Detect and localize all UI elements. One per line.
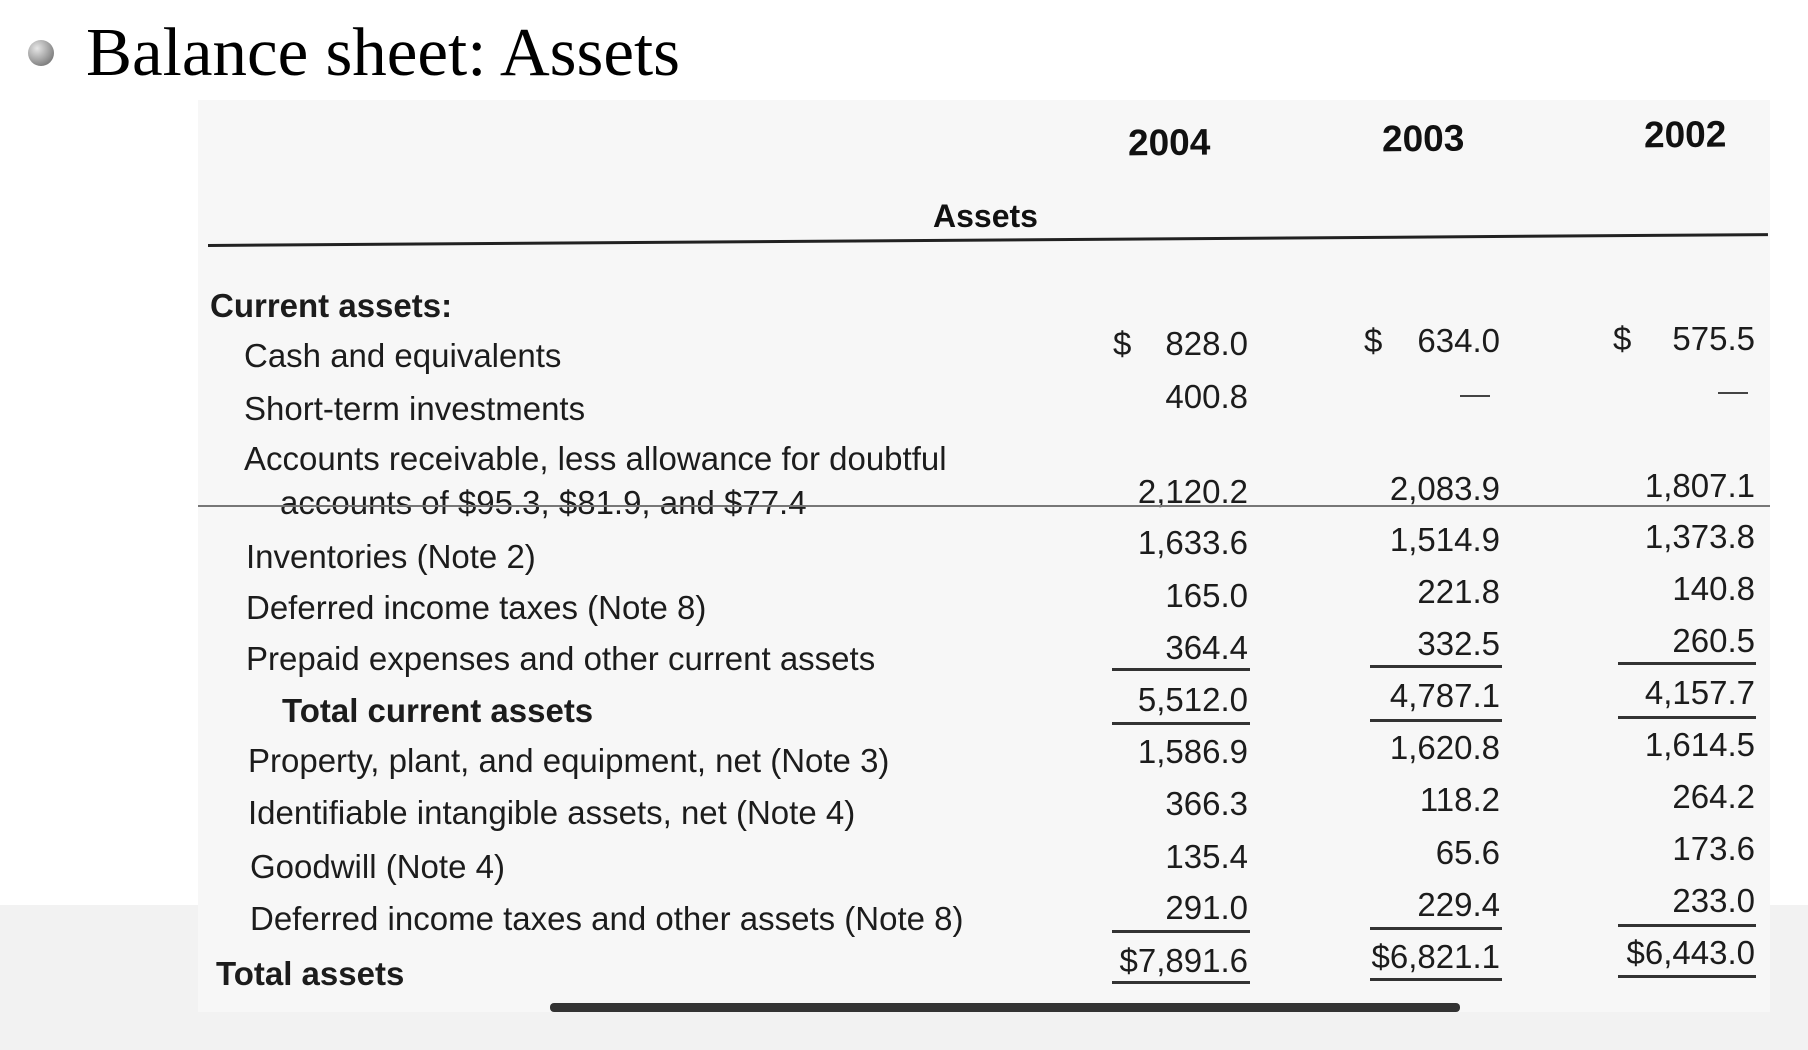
double-underline-total-2004 [1112, 981, 1250, 984]
cell-other-assets-2003: 229.4 [1417, 886, 1500, 923]
row-label-deferred-taxes-other-assets: Deferred income taxes and other assets (… [250, 900, 964, 937]
cell-intangibles-2002: 264.2 [1672, 778, 1755, 815]
underline-total-current-2002 [1618, 716, 1756, 719]
cell-total-current-2004: 5,512.0 [1137, 681, 1248, 718]
cell-prepaid-2002: 260.5 [1672, 622, 1755, 659]
current-assets-heading: Current assets: [210, 287, 453, 324]
cell-inventories-2004: 1,633.6 [1137, 524, 1248, 561]
scanned-table-background [198, 100, 1770, 1012]
underline-subtotal-2002 [1618, 662, 1756, 665]
row-label-deferred-income-taxes: Deferred income taxes (Note 8) [246, 589, 707, 626]
year-header-2003: 2003 [1381, 117, 1465, 160]
row-label-total-assets: Total assets [216, 955, 405, 992]
cell-prepaid-2003: 332.5 [1417, 625, 1500, 662]
underline-other-assets-2002 [1618, 924, 1756, 927]
year-header-2004: 2004 [1127, 121, 1211, 164]
cell-cash-2004: 828.0 [1165, 325, 1248, 362]
dollar-sign-2003: $ [1364, 322, 1383, 359]
row-label-accounts-receivable: Accounts receivable, less allowance for … [244, 440, 947, 477]
cell-short-term-2003-dash [1460, 395, 1490, 397]
row-label-property-plant-equipment: Property, plant, and equipment, net (Not… [248, 742, 890, 779]
underline-other-assets-2003 [1370, 927, 1502, 930]
cell-goodwill-2003: 65.6 [1435, 834, 1500, 871]
slide-title: Balance sheet: Assets [86, 14, 681, 90]
cell-intangibles-2003: 118.2 [1419, 781, 1500, 818]
underline-total-current-2003 [1370, 719, 1502, 722]
cell-deferred-taxes-2002: 140.8 [1672, 570, 1755, 607]
cell-intangibles-2004: 366.3 [1165, 785, 1248, 822]
slide-header: Balance sheet: Assets [28, 18, 680, 87]
cell-other-assets-2002: 233.0 [1672, 882, 1755, 919]
cell-receivable-2004: 2,120.2 [1137, 473, 1248, 510]
cell-total-assets-2003: $6,821.1 [1371, 938, 1500, 975]
dollar-sign-2004: $ [1113, 325, 1132, 362]
cell-cash-2003: 634.0 [1417, 322, 1500, 359]
row-label-goodwill: Goodwill (Note 4) [250, 848, 505, 885]
cell-short-term-2002-dash [1718, 392, 1748, 394]
cell-goodwill-2002: 173.6 [1672, 830, 1755, 867]
cell-inventories-2003: 1,514.9 [1389, 521, 1500, 558]
cell-goodwill-2004: 135.4 [1165, 838, 1248, 875]
bullet-icon [28, 39, 54, 66]
cell-deferred-taxes-2004: 165.0 [1165, 577, 1248, 614]
cell-receivable-2003: 2,083.9 [1389, 470, 1500, 507]
cell-total-assets-2002: $6,443.0 [1626, 934, 1755, 971]
cell-total-current-2003: 4,787.1 [1389, 677, 1500, 714]
underline-subtotal-2003 [1370, 665, 1502, 668]
underline-subtotal-2004 [1112, 668, 1250, 671]
double-underline-total-2003 [1370, 978, 1502, 981]
cell-deferred-taxes-2003: 221.8 [1417, 573, 1500, 610]
scan-bottom-edge [550, 1003, 1460, 1012]
cell-total-assets-2004: $7,891.6 [1119, 942, 1248, 979]
cell-short-term-2004: 400.8 [1165, 378, 1248, 415]
scan-fold-line [198, 505, 1770, 507]
cell-prepaid-2004: 364.4 [1165, 629, 1248, 666]
cell-ppe-2002: 1,614.5 [1644, 726, 1755, 763]
underline-other-assets-2004 [1112, 930, 1250, 933]
row-label-total-current-assets: Total current assets [282, 692, 594, 729]
cell-total-current-2002: 4,157.7 [1644, 674, 1755, 711]
row-label-inventories: Inventories (Note 2) [246, 538, 536, 575]
row-label-prepaid-expenses: Prepaid expenses and other current asset… [246, 640, 876, 677]
year-header-2002: 2002 [1643, 113, 1727, 156]
row-label-short-term-investments: Short-term investments [244, 390, 586, 427]
cell-other-assets-2004: 291.0 [1165, 889, 1248, 926]
row-label-intangible-assets: Identifiable intangible assets, net (Not… [248, 794, 856, 831]
row-label-cash: Cash and equivalents [244, 337, 562, 374]
cell-receivable-2002: 1,807.1 [1644, 467, 1755, 504]
dollar-sign-2002: $ [1613, 320, 1632, 357]
row-label-accounts-receivable-line2: accounts of $95.3, $81.9, and $77.4 [280, 484, 807, 521]
double-underline-total-2002 [1618, 975, 1756, 978]
assets-heading: Assets [933, 198, 1038, 234]
cell-ppe-2004: 1,586.9 [1137, 733, 1248, 770]
cell-cash-2002: 575.5 [1672, 320, 1755, 357]
underline-total-current-2004 [1112, 722, 1250, 725]
cell-inventories-2002: 1,373.8 [1644, 518, 1755, 555]
cell-ppe-2003: 1,620.8 [1389, 729, 1500, 766]
